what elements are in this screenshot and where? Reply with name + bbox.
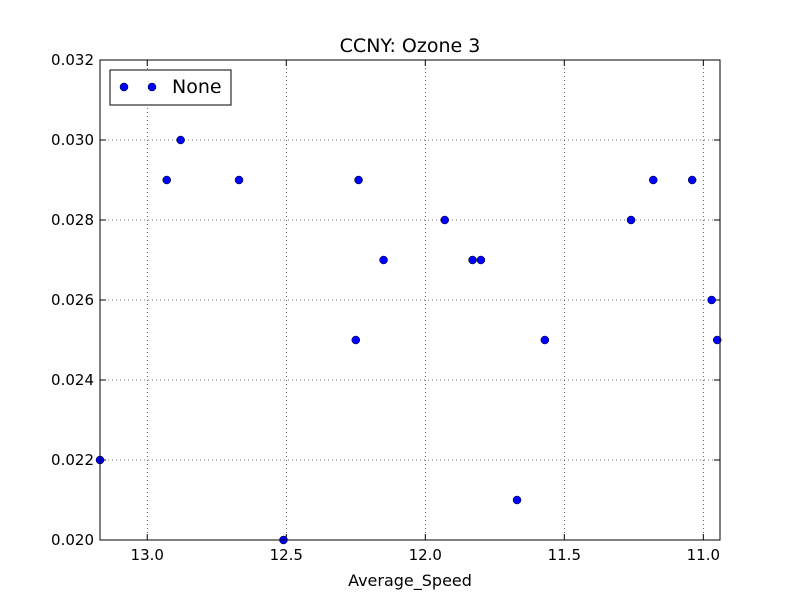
legend-marker-right bbox=[147, 82, 157, 92]
data-point bbox=[512, 495, 522, 505]
grid-lines bbox=[100, 60, 720, 540]
x-tick-label: 12.5 bbox=[270, 546, 303, 564]
data-point bbox=[687, 175, 697, 185]
data-point bbox=[540, 335, 550, 345]
data-point bbox=[162, 175, 171, 185]
y-tick-label: 0.032 bbox=[51, 51, 94, 69]
data-point bbox=[626, 215, 636, 225]
y-tick-label: 0.030 bbox=[51, 131, 94, 149]
legend-label: None bbox=[172, 76, 222, 98]
data-point bbox=[712, 335, 722, 345]
legend-box bbox=[109, 69, 232, 106]
legend-marker-left bbox=[119, 82, 129, 92]
x-tick-label: 11.5 bbox=[548, 546, 581, 564]
data-point bbox=[176, 135, 185, 145]
axis-ticks: 13.0 12.5 12.0 11.5 11.0 0.020 0.022 0.024 0.026… bbox=[51, 51, 720, 564]
x-tick-label: 12.0 bbox=[409, 546, 442, 564]
data-point bbox=[707, 295, 716, 305]
y-tick-label: 0.024 bbox=[51, 371, 94, 389]
data-points bbox=[95, 135, 722, 545]
x-tick-label: 13.0 bbox=[131, 546, 164, 564]
x-tick-label: 11.0 bbox=[687, 546, 720, 564]
data-point bbox=[234, 175, 244, 185]
y-tick-label: 0.020 bbox=[51, 531, 94, 549]
data-point bbox=[351, 335, 361, 345]
x-axis-title: Average_Speed bbox=[348, 571, 472, 591]
data-point bbox=[468, 255, 477, 265]
y-tick-label: 0.028 bbox=[51, 211, 94, 229]
data-point bbox=[379, 255, 388, 265]
legend: None bbox=[109, 69, 232, 106]
y-tick-label: 0.022 bbox=[51, 451, 94, 469]
y-tick-label: 0.026 bbox=[51, 291, 94, 309]
data-point bbox=[649, 175, 658, 185]
data-point bbox=[476, 255, 486, 265]
chart-title: CCNY: Ozone 3 bbox=[340, 35, 481, 57]
plot-frame bbox=[99, 59, 721, 541]
data-point bbox=[354, 175, 363, 185]
data-point bbox=[440, 215, 450, 225]
